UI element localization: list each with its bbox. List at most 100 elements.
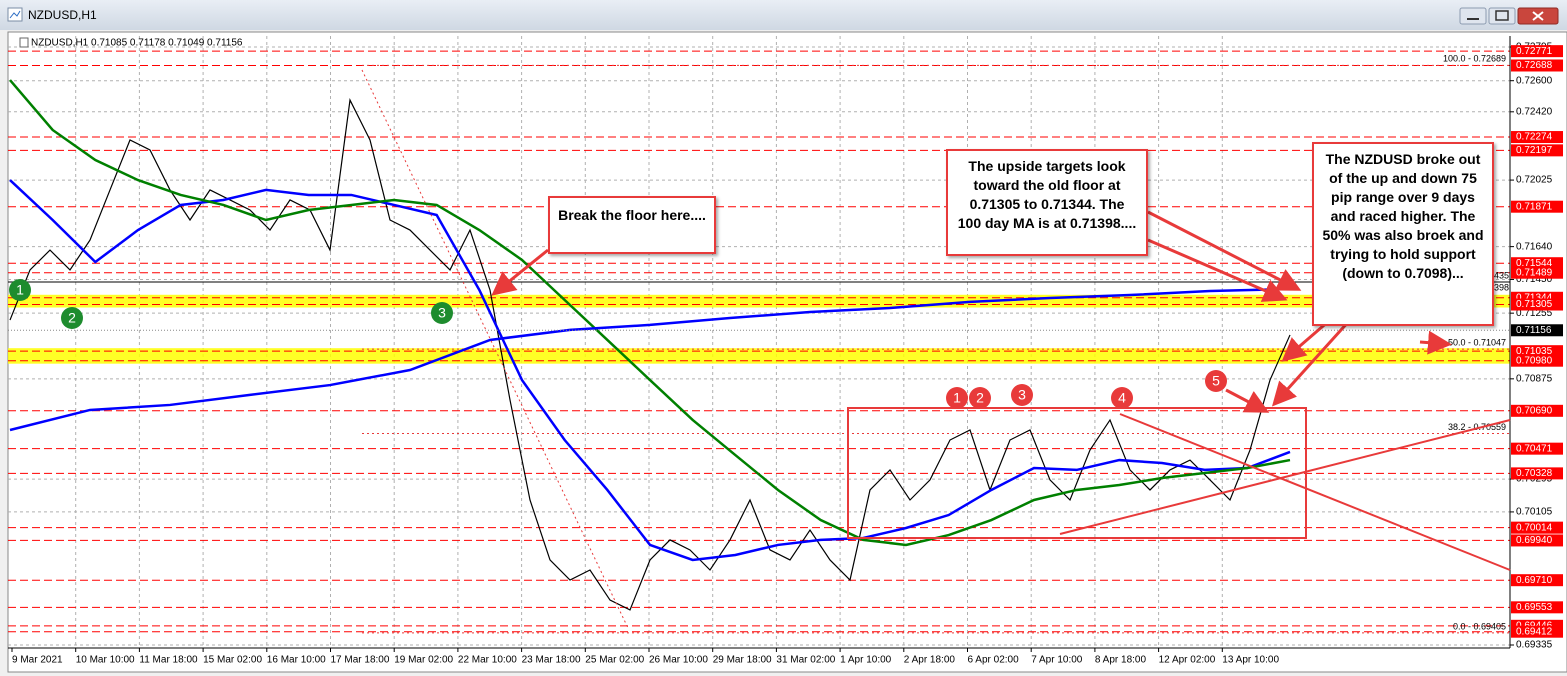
window-title: NZDUSD,H1 bbox=[28, 8, 97, 22]
marker-label: 2 bbox=[976, 390, 984, 406]
time-label: 31 Mar 02:00 bbox=[776, 655, 835, 666]
arrow bbox=[491, 248, 549, 296]
window-icon-glyph bbox=[9, 10, 21, 19]
level-tag bbox=[1511, 144, 1563, 157]
minimize-button[interactable] bbox=[1459, 7, 1487, 25]
time-label: 2 Apr 18:00 bbox=[904, 655, 956, 666]
time-label: 9 Mar 2021 bbox=[12, 655, 63, 666]
marker-circle bbox=[1111, 387, 1133, 409]
fib-label: 0.0 - 0.69405 bbox=[1453, 621, 1506, 631]
arrows bbox=[491, 210, 1452, 413]
range-drawings bbox=[361, 69, 1511, 629]
marker-label: 3 bbox=[438, 305, 446, 321]
time-label: 17 Mar 18:00 bbox=[331, 655, 390, 666]
level-tag bbox=[1511, 354, 1563, 367]
current-price-label: 0.71156 bbox=[1516, 325, 1552, 336]
time-label: 19 Mar 02:00 bbox=[394, 655, 453, 666]
level-label: 0.70980 bbox=[1516, 355, 1553, 366]
level-tag bbox=[1511, 131, 1563, 144]
close-glyph bbox=[1532, 11, 1544, 21]
level-label: 0.70014 bbox=[1516, 522, 1553, 533]
level-tag bbox=[1511, 601, 1563, 614]
level-label: 0.69553 bbox=[1516, 602, 1553, 613]
current-price-tag bbox=[1511, 324, 1563, 337]
marker-circle bbox=[969, 387, 991, 409]
price-line bbox=[9, 98, 1291, 611]
time-label: 29 Mar 18:00 bbox=[713, 655, 772, 666]
level-tag bbox=[1511, 345, 1563, 358]
arrow bbox=[1281, 318, 1331, 362]
markers: 12 31 2 3 45 bbox=[9, 279, 1227, 409]
time-label: 12 Apr 02:00 bbox=[1159, 655, 1216, 666]
level-tag bbox=[1511, 404, 1563, 417]
time-label: 22 Mar 10:00 bbox=[458, 655, 517, 666]
y-tick-label: 0.72025 bbox=[1516, 175, 1553, 186]
time-label: 7 Apr 10:00 bbox=[1031, 655, 1083, 666]
marker-label: 3 bbox=[1018, 387, 1026, 403]
y-tick-label: 0.70105 bbox=[1516, 507, 1553, 518]
marker-label: 1 bbox=[16, 282, 24, 298]
level-label: 0.70690 bbox=[1516, 405, 1553, 416]
y-tick-label: 0.72600 bbox=[1516, 75, 1553, 86]
level-label: 0.69940 bbox=[1516, 535, 1553, 546]
time-label: 1 Apr 10:00 bbox=[840, 655, 892, 666]
annotation: Break the floor here.... bbox=[548, 196, 716, 254]
level-tag bbox=[1511, 266, 1563, 279]
y-tick-label: 0.71640 bbox=[1516, 241, 1553, 252]
y-tick-label: 0.72420 bbox=[1516, 106, 1553, 117]
arrow bbox=[1419, 330, 1452, 355]
level-label: 0.69710 bbox=[1516, 575, 1553, 586]
trend-line bbox=[1059, 419, 1511, 535]
info-icon bbox=[19, 37, 29, 48]
arrow bbox=[1225, 388, 1270, 413]
level-label: 0.72274 bbox=[1516, 132, 1553, 143]
support-band bbox=[8, 348, 1510, 364]
moving-average bbox=[9, 287, 1291, 432]
level-tag bbox=[1511, 200, 1563, 213]
fib-label: 38.2 - 0.70559 bbox=[1448, 422, 1506, 432]
time-label: 25 Mar 02:00 bbox=[585, 655, 644, 666]
marker-label: 4 bbox=[1118, 390, 1126, 406]
marker-label: 5 bbox=[1212, 373, 1220, 389]
marker-circle bbox=[1011, 384, 1033, 406]
level-tag bbox=[1511, 257, 1563, 270]
range-box bbox=[847, 407, 1307, 539]
level-label: 0.72688 bbox=[1516, 60, 1553, 71]
fib-label: 100.0 - 0.72689 bbox=[1443, 54, 1506, 64]
level-tag bbox=[1511, 442, 1563, 455]
symbol-info: NZDUSD,H1 0.71085 0.71178 0.71049 0.7115… bbox=[31, 38, 243, 49]
level-label: 0.71344 bbox=[1516, 292, 1553, 303]
ma-level-label: 435 bbox=[1494, 270, 1509, 280]
level-label: 0.70471 bbox=[1516, 443, 1553, 454]
marker-label: 1 bbox=[953, 390, 961, 406]
arrow bbox=[1271, 318, 1352, 407]
arrow bbox=[1147, 238, 1288, 302]
level-label: 0.69412 bbox=[1516, 626, 1553, 637]
marker-label: 2 bbox=[68, 310, 76, 326]
level-tag bbox=[1511, 521, 1563, 534]
support-band bbox=[8, 294, 1510, 308]
maximize-glyph bbox=[1495, 10, 1509, 21]
level-tag bbox=[1511, 534, 1563, 547]
moving-average bbox=[9, 179, 1291, 562]
y-tick-label: 0.71255 bbox=[1516, 308, 1553, 319]
y-tick-label: 0.71450 bbox=[1516, 274, 1553, 285]
fib-label: 50.0 - 0.71047 bbox=[1448, 337, 1506, 347]
arrow bbox=[1147, 210, 1302, 291]
level-tag bbox=[1511, 467, 1563, 480]
level-label: 0.71035 bbox=[1516, 346, 1553, 357]
marker-circle bbox=[946, 387, 968, 409]
time-label: 11 Mar 18:00 bbox=[139, 655, 198, 666]
level-label: 0.71544 bbox=[1516, 258, 1553, 269]
time-label: 16 Mar 10:00 bbox=[267, 655, 326, 666]
time-label: 8 Apr 18:00 bbox=[1095, 655, 1147, 666]
y-tick-label: 0.69335 bbox=[1516, 640, 1553, 651]
title-bar bbox=[0, 0, 1567, 30]
time-label: 13 Apr 10:00 bbox=[1222, 655, 1279, 666]
ma-level-label: 398 bbox=[1494, 282, 1509, 292]
annotation: The upside targets look toward the old f… bbox=[946, 149, 1148, 256]
marker-circle bbox=[9, 279, 31, 301]
level-tag bbox=[1511, 59, 1563, 72]
